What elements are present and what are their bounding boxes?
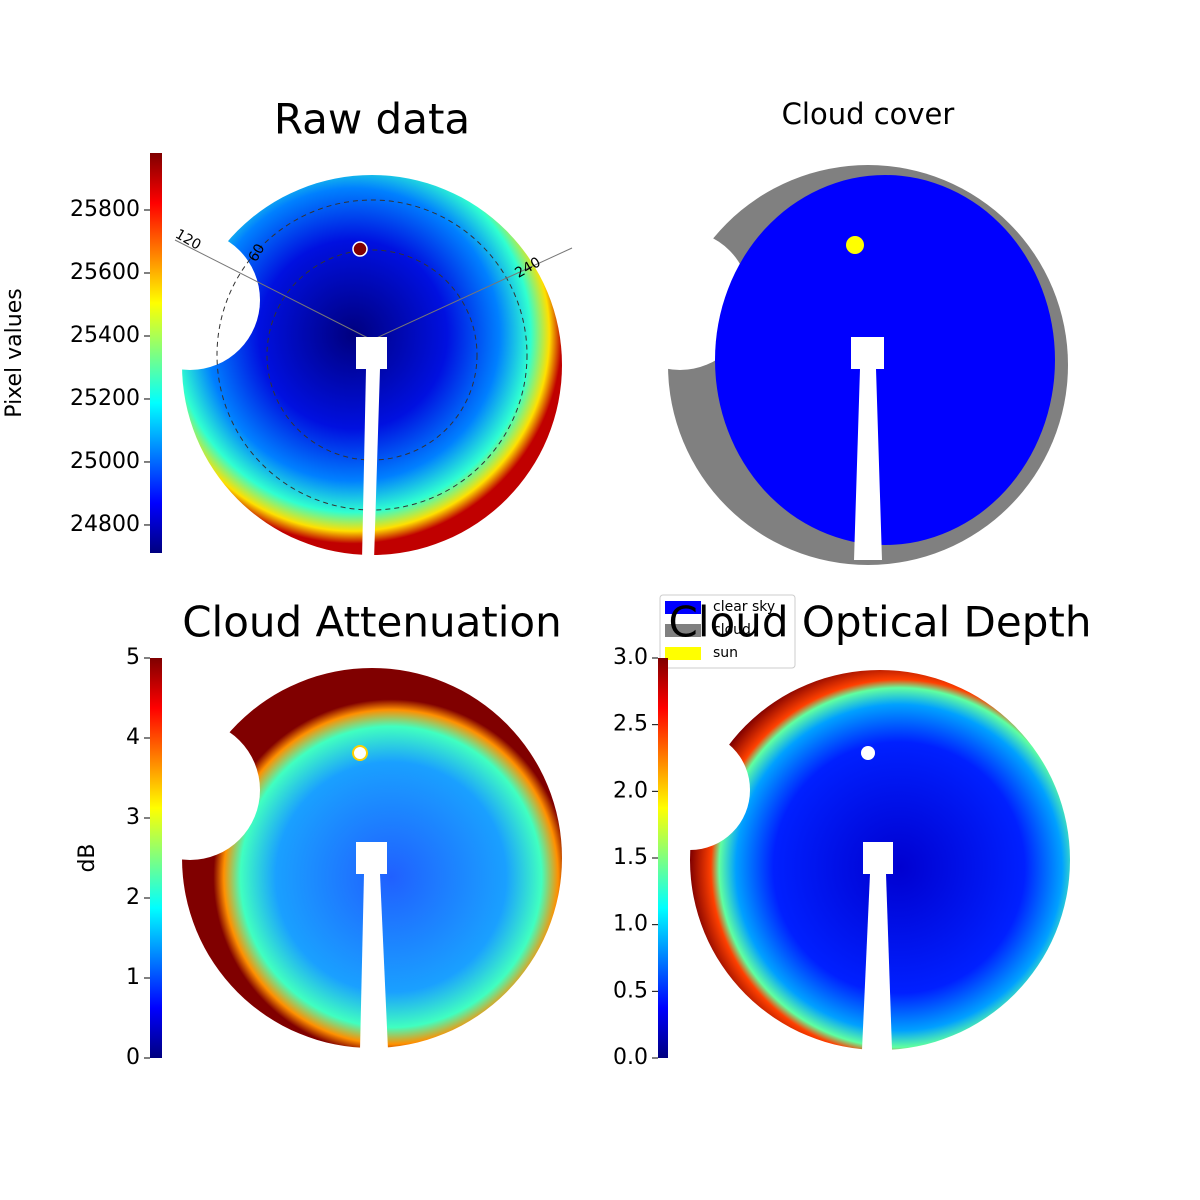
colorbar-tick-label: 25400 (70, 323, 140, 348)
colorbar-tick-label: 1 (126, 965, 140, 990)
legend-label: clear sky (713, 599, 775, 615)
legend: clear sky cloud sun (659, 594, 796, 669)
colorbar-tick-label: 5 (126, 645, 140, 670)
colorbar-tick-label: 4 (126, 725, 140, 750)
colorbar-tick-label: 1.5 (613, 845, 648, 870)
masts (356, 337, 893, 1050)
legend-swatch (665, 624, 701, 637)
colorbar-tick-label: 0 (126, 1045, 140, 1070)
panel-title: Raw data (274, 95, 470, 144)
colorbar-tick-label: 2.5 (613, 712, 648, 737)
sky-images (174, 165, 1070, 1050)
colorbar-tick-label: 3 (126, 805, 140, 830)
colorbar-tick-label: 1.0 (613, 912, 648, 937)
legend-label: cloud (713, 622, 751, 638)
sun-region (846, 236, 864, 254)
colorbar (150, 658, 162, 1058)
sun-spot (861, 746, 875, 760)
colorbar-tick-label: 25600 (70, 260, 140, 285)
legend-label: sun (713, 645, 738, 661)
colorbar-tick-label: 24800 (70, 512, 140, 537)
colorbar-tick-label: 0.5 (613, 978, 648, 1003)
colorbar-label: dB (75, 843, 100, 872)
colorbar (658, 658, 668, 1058)
legend-swatch (665, 601, 701, 614)
colorbar-tick-label: 3.0 (613, 645, 648, 670)
panel-title: Cloud Attenuation (182, 598, 562, 647)
colorbar-label: Pixel values (2, 288, 27, 417)
sun-spot (352, 241, 368, 257)
panel-title: Cloud cover (782, 97, 955, 131)
colorbar-tick-label: 2 (126, 885, 140, 910)
panel-title: Cloud Optical Depth (669, 598, 1092, 647)
colorbar-tick-label: 2.0 (613, 778, 648, 803)
polar-annotation: 60 (246, 241, 269, 264)
sun-spot (352, 745, 368, 761)
clear-sky-region (715, 175, 1055, 545)
polar-annotation: 120 (172, 226, 203, 253)
colorbar-tick-label: 25800 (70, 197, 140, 222)
legend-swatch (665, 647, 701, 660)
colorbar-tick-label: 25200 (70, 386, 140, 411)
colorbar-tick-label: 0.0 (613, 1045, 648, 1070)
colorbar-tick-label: 25000 (70, 449, 140, 474)
colorbar (150, 153, 162, 553)
